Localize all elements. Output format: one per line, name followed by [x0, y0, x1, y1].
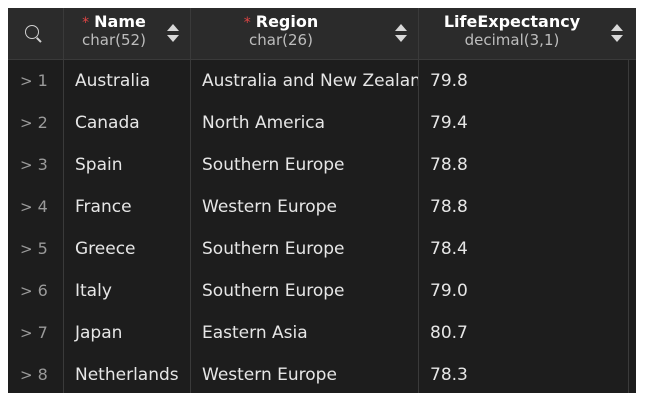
cell-filler — [628, 270, 636, 312]
cell-region[interactable]: Southern Europe — [190, 228, 418, 270]
column-header-lifeexpectancy[interactable]: LifeExpectancy decimal(3,1) — [418, 8, 636, 59]
cell-lifeexpectancy[interactable]: 78.8 — [418, 144, 628, 186]
cell-region[interactable]: Australia and New Zealand — [190, 60, 418, 102]
column-name-label: LifeExpectancy — [443, 12, 581, 31]
column-type: char(26) — [249, 31, 313, 49]
table-row[interactable]: >1 Australia Australia and New Zealand 7… — [8, 60, 636, 102]
cell-lifeexpectancy[interactable]: 78.4 — [418, 228, 628, 270]
required-marker: * — [82, 15, 90, 31]
row-expander[interactable]: >4 — [8, 186, 63, 228]
cell-region[interactable]: Western Europe — [190, 354, 418, 393]
grid-header: * Name char(52) * Region char(26) LifeExpe… — [8, 8, 636, 60]
sort-icon[interactable] — [395, 24, 407, 44]
column-title: LifeExpectancy — [419, 12, 605, 31]
row-number: 8 — [37, 365, 48, 384]
column-name-label: Name — [94, 12, 146, 31]
table-row[interactable]: >2 Canada North America 79.4 — [8, 102, 636, 144]
cell-filler — [628, 144, 636, 186]
sort-icon[interactable] — [611, 24, 623, 44]
cell-name[interactable]: Netherlands — [63, 354, 190, 393]
column-type: char(52) — [82, 31, 146, 49]
row-expander[interactable]: >5 — [8, 228, 63, 270]
column-type: decimal(3,1) — [464, 31, 560, 49]
row-number: 7 — [37, 323, 48, 342]
row-number: 1 — [37, 71, 48, 90]
row-expander[interactable]: >7 — [8, 312, 63, 354]
row-expander[interactable]: >6 — [8, 270, 63, 312]
row-number: 2 — [37, 113, 48, 132]
cell-lifeexpectancy[interactable]: 80.7 — [418, 312, 628, 354]
column-title: * Region — [191, 12, 371, 31]
sort-icon[interactable] — [167, 24, 179, 44]
table-row[interactable]: >5 Greece Southern Europe 78.4 — [8, 228, 636, 270]
cell-name[interactable]: Spain — [63, 144, 190, 186]
chevron-right-icon[interactable]: > — [20, 324, 33, 342]
cell-region[interactable]: Eastern Asia — [190, 312, 418, 354]
table-row[interactable]: >3 Spain Southern Europe 78.8 — [8, 144, 636, 186]
header-search-cell[interactable] — [8, 8, 63, 59]
column-header-name[interactable]: * Name char(52) — [63, 8, 190, 59]
table-row[interactable]: >8 Netherlands Western Europe 78.3 — [8, 354, 636, 393]
row-number: 3 — [37, 155, 48, 174]
chevron-right-icon[interactable]: > — [20, 198, 33, 216]
table-row[interactable]: >7 Japan Eastern Asia 80.7 — [8, 312, 636, 354]
chevron-right-icon[interactable]: > — [20, 282, 33, 300]
column-header-region[interactable]: * Region char(26) — [190, 8, 418, 59]
cell-region[interactable]: Southern Europe — [190, 270, 418, 312]
required-marker: * — [243, 15, 251, 31]
chevron-right-icon[interactable]: > — [20, 156, 33, 174]
cell-filler — [628, 354, 636, 393]
chevron-right-icon[interactable]: > — [20, 366, 33, 384]
row-expander[interactable]: >3 — [8, 144, 63, 186]
table-row[interactable]: >6 Italy Southern Europe 79.0 — [8, 270, 636, 312]
search-icon[interactable] — [25, 25, 39, 39]
cell-filler — [628, 102, 636, 144]
cell-name[interactable]: Italy — [63, 270, 190, 312]
cell-lifeexpectancy[interactable]: 79.4 — [418, 102, 628, 144]
cell-name[interactable]: Australia — [63, 60, 190, 102]
cell-lifeexpectancy[interactable]: 79.8 — [418, 60, 628, 102]
chevron-right-icon[interactable]: > — [20, 72, 33, 90]
cell-name[interactable]: Canada — [63, 102, 190, 144]
grid-body: >1 Australia Australia and New Zealand 7… — [8, 60, 636, 393]
cell-name[interactable]: Greece — [63, 228, 190, 270]
column-title: * Name — [68, 12, 160, 31]
cell-region[interactable]: North America — [190, 102, 418, 144]
cell-filler — [628, 60, 636, 102]
row-expander[interactable]: >1 — [8, 60, 63, 102]
cell-filler — [628, 186, 636, 228]
row-number: 6 — [37, 281, 48, 300]
cell-name[interactable]: France — [63, 186, 190, 228]
cell-lifeexpectancy[interactable]: 78.3 — [418, 354, 628, 393]
chevron-right-icon[interactable]: > — [20, 240, 33, 258]
chevron-right-icon[interactable]: > — [20, 114, 33, 132]
row-expander[interactable]: >2 — [8, 102, 63, 144]
row-number: 5 — [37, 239, 48, 258]
data-grid: * Name char(52) * Region char(26) LifeExpe… — [8, 8, 636, 393]
row-number: 4 — [37, 197, 48, 216]
cell-region[interactable]: Western Europe — [190, 186, 418, 228]
cell-region[interactable]: Southern Europe — [190, 144, 418, 186]
table-row[interactable]: >4 France Western Europe 78.8 — [8, 186, 636, 228]
row-expander[interactable]: >8 — [8, 354, 63, 393]
column-name-label: Region — [255, 12, 319, 31]
cell-filler — [628, 312, 636, 354]
cell-lifeexpectancy[interactable]: 78.8 — [418, 186, 628, 228]
cell-name[interactable]: Japan — [63, 312, 190, 354]
cell-filler — [628, 228, 636, 270]
cell-lifeexpectancy[interactable]: 79.0 — [418, 270, 628, 312]
